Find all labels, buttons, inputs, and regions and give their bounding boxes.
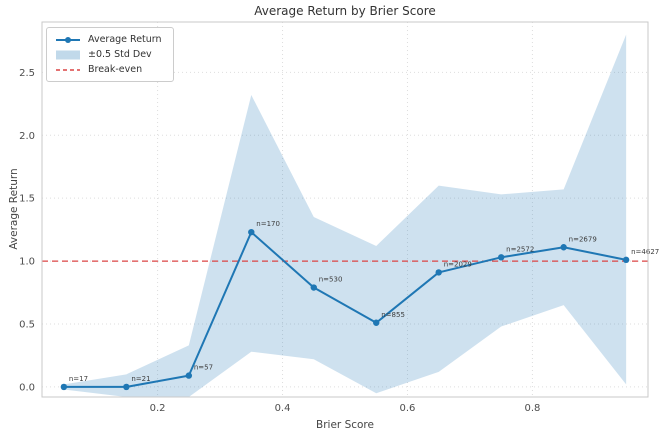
- point-count-label: n=57: [194, 364, 213, 372]
- data-point-marker: [373, 319, 380, 326]
- legend-label: Break-even: [88, 64, 143, 75]
- point-count-label: n=530: [319, 276, 343, 284]
- y-tick-label: 1.0: [19, 257, 35, 268]
- x-tick-label: 0.2: [150, 403, 166, 414]
- break-even-line-icon: [55, 65, 81, 75]
- data-point-marker: [123, 383, 130, 391]
- plot-border: [41, 21, 649, 398]
- y-tick-label: 0.0: [19, 382, 35, 393]
- data-point-marker: [497, 254, 505, 261]
- y-tick-label: 2.0: [19, 131, 35, 142]
- point-count-label: n=2572: [506, 245, 534, 253]
- data-point-marker: [560, 244, 567, 251]
- legend-item-average-return: Average Return: [55, 34, 162, 45]
- point-count-label: n=855: [381, 311, 405, 319]
- std-dev-band: [63, 34, 627, 397]
- data-point-marker: [60, 383, 68, 391]
- y-tick-label: 1.5: [19, 194, 35, 205]
- average-return-line-icon: [55, 35, 81, 45]
- legend-item-break-even: Break-even: [55, 64, 162, 75]
- average-return-line: [63, 231, 627, 388]
- point-count-label: n=2029: [444, 260, 472, 268]
- chart-title: Average Return by Brier Score: [254, 4, 436, 18]
- x-axis-label: Brier Score: [316, 419, 374, 431]
- data-point-marker: [185, 372, 193, 379]
- y-tick-label: 0.5: [19, 320, 35, 331]
- point-count-label: n=4627: [631, 248, 659, 256]
- data-point-marker: [248, 228, 255, 236]
- legend: Average Return ±0.5 Std Dev Break-even: [46, 27, 174, 82]
- data-point-marker: [310, 284, 317, 291]
- x-tick-label: 0.4: [275, 403, 291, 414]
- point-count-label: n=21: [131, 375, 150, 383]
- point-count-label: n=17: [69, 375, 88, 383]
- y-axis-label: Average Return: [8, 168, 20, 250]
- point-count-label: n=2679: [569, 235, 597, 243]
- std-dev-band-icon: [55, 50, 81, 60]
- data-point-marker: [622, 256, 630, 264]
- legend-item-std-dev-band: ±0.5 Std Dev: [55, 49, 162, 60]
- legend-label: ±0.5 Std Dev: [88, 49, 152, 60]
- x-tick-label: 0.8: [524, 403, 540, 414]
- data-point-marker: [435, 269, 442, 276]
- point-count-label: n=170: [256, 220, 280, 228]
- legend-label: Average Return: [88, 34, 162, 45]
- x-tick-label: 0.6: [400, 403, 416, 414]
- y-tick-label: 2.5: [19, 68, 35, 79]
